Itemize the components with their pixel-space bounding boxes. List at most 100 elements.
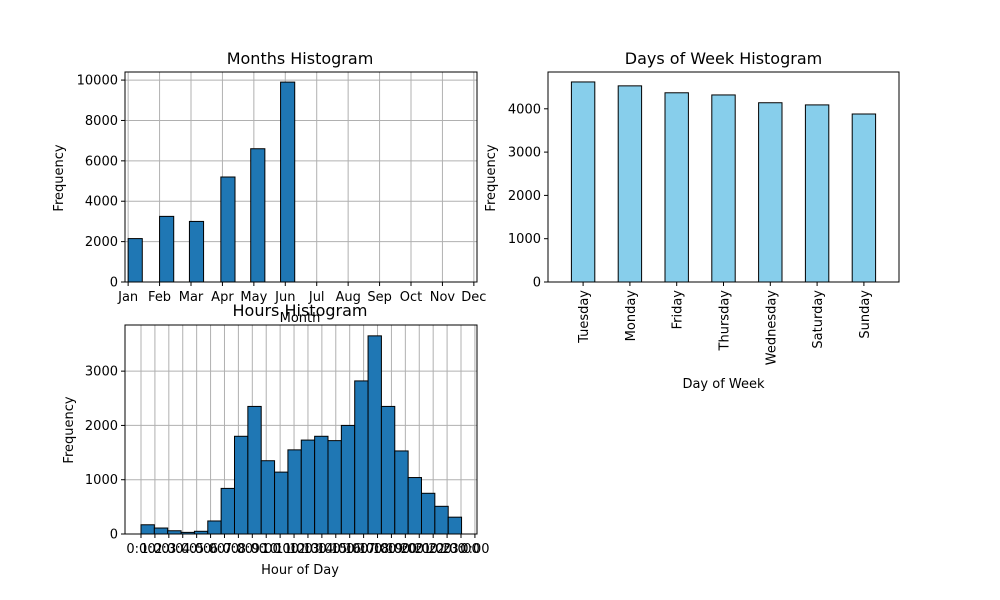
days-of-week-histogram: 0 1000 2000 3000 4000 Tuesday Monday Friday Thur… bbox=[484, 49, 900, 392]
hours-xtick-label: 19:00 bbox=[387, 542, 424, 557]
months-ytick-label: 8000 bbox=[85, 114, 118, 129]
hours-bar bbox=[300, 439, 316, 535]
hours-bar bbox=[207, 520, 222, 535]
hours-xtick-label: 3:00 bbox=[168, 542, 197, 557]
hours-bar bbox=[220, 487, 235, 535]
hours-xtick-label: 11:00 bbox=[275, 542, 312, 557]
hours-bar bbox=[140, 524, 155, 535]
months-xtick-label: Dec bbox=[461, 290, 486, 305]
hours-bar bbox=[447, 516, 463, 535]
months-bar bbox=[188, 220, 205, 283]
months-xtick-label: Jan bbox=[117, 290, 138, 305]
months-xtick-label: Nov bbox=[430, 290, 456, 305]
days-ytick-label: 3000 bbox=[508, 146, 541, 161]
hours-bar bbox=[314, 435, 329, 535]
days-bar bbox=[664, 92, 689, 283]
months-axes-frame bbox=[124, 71, 478, 283]
months-histogram: 0 2000 4000 6000 8000 10000 Jan Feb Mar Apr May Jun… bbox=[52, 49, 486, 326]
days-bar bbox=[617, 85, 643, 283]
days-xtick-label: Saturday bbox=[811, 290, 826, 349]
days-xtick-label: Sunday bbox=[858, 290, 873, 339]
days-bar bbox=[758, 102, 783, 283]
months-bar bbox=[159, 215, 175, 283]
hours-ytick-label: 3000 bbox=[85, 365, 118, 380]
days-title: Days of Week Histogram bbox=[625, 49, 822, 68]
months-xtick-label: May bbox=[240, 290, 267, 305]
months-xtick-label: Feb bbox=[148, 290, 171, 305]
months-bar bbox=[280, 81, 296, 283]
hours-xtick-label: 6:00 bbox=[210, 542, 239, 557]
months-ytick-label: 6000 bbox=[85, 154, 118, 169]
days-xtick-label: Tuesday bbox=[577, 290, 592, 344]
hours-xtick-label: 20:00 bbox=[401, 542, 438, 557]
hours-bar bbox=[354, 380, 369, 535]
days-ytick-label: 4000 bbox=[508, 102, 541, 117]
months-ytick-label: 0 bbox=[110, 276, 118, 291]
hours-xtick-label: 0:00 bbox=[460, 542, 489, 557]
months-xtick-label: Aug bbox=[335, 290, 360, 305]
months-ytick-label: 10000 bbox=[77, 74, 118, 89]
months-bar bbox=[220, 176, 236, 283]
hours-bar bbox=[327, 440, 342, 535]
hours-xtick-label: 22:00 bbox=[428, 542, 465, 557]
hours-xtick-label: 1:00 bbox=[140, 542, 169, 557]
days-bar bbox=[851, 113, 877, 283]
months-title: Months Histogram bbox=[227, 49, 374, 68]
hours-bar bbox=[340, 424, 356, 535]
hours-xtick-label: 2:00 bbox=[154, 542, 183, 557]
hours-xtick-label: 10:00 bbox=[261, 542, 298, 557]
days-xlabel: Day of Week bbox=[682, 377, 765, 392]
months-ytick-label: 2000 bbox=[85, 235, 118, 250]
days-bar bbox=[804, 104, 830, 283]
hours-xtick-label: 12:00 bbox=[289, 542, 326, 557]
months-xtick-label: Sep bbox=[367, 290, 392, 305]
months-xtick-label: Jun bbox=[274, 290, 295, 305]
hours-xtick-label: 7:00 bbox=[224, 542, 253, 557]
days-xtick-label: Thursday bbox=[718, 290, 733, 352]
hours-bar bbox=[260, 460, 276, 535]
hours-bar bbox=[247, 405, 262, 535]
hours-xtick-label: 14:00 bbox=[317, 542, 354, 557]
months-xlabel: Month bbox=[280, 311, 321, 326]
months-ylabel: Frequency bbox=[52, 144, 67, 211]
hours-histogram: 01000200030000:001:002:003:004:005:006:0… bbox=[62, 301, 490, 578]
days-xtick-label: Monday bbox=[624, 290, 639, 342]
hours-bar bbox=[434, 505, 449, 535]
hours-xtick-label: 13:00 bbox=[303, 542, 340, 557]
hours-bar bbox=[153, 527, 169, 535]
hours-xtick-label: 23:00 bbox=[442, 542, 479, 557]
months-xtick-label: Apr bbox=[211, 290, 234, 305]
months-bar bbox=[250, 148, 266, 283]
hours-ytick-label: 0 bbox=[110, 528, 118, 543]
hours-bar bbox=[367, 335, 382, 535]
days-xtick-label: Wednesday bbox=[764, 290, 779, 366]
hours-axes-frame bbox=[124, 324, 478, 535]
hours-ytick-label: 2000 bbox=[85, 419, 118, 434]
days-bar bbox=[570, 81, 596, 283]
days-bar bbox=[711, 94, 736, 283]
hours-ytick-label: 1000 bbox=[85, 473, 118, 488]
hours-xtick-label: 18:00 bbox=[373, 542, 410, 557]
hours-xtick-label: 4:00 bbox=[182, 542, 211, 557]
hours-bar bbox=[233, 435, 249, 535]
hours-bar bbox=[407, 477, 422, 535]
hours-bar bbox=[274, 471, 289, 535]
hours-xtick-label: 15:00 bbox=[331, 542, 368, 557]
hours-xtick-label: 9:00 bbox=[252, 542, 281, 557]
hours-bar bbox=[287, 449, 302, 535]
hours-bar bbox=[380, 405, 396, 535]
days-ytick-label: 1000 bbox=[508, 232, 541, 247]
days-ytick-label: 2000 bbox=[508, 189, 541, 204]
hours-xtick-label: 0:00 bbox=[126, 542, 155, 557]
hours-xtick-label: 16:00 bbox=[345, 542, 382, 557]
hours-title: Hours Histogram bbox=[233, 301, 368, 320]
hours-xlabel: Hour of Day bbox=[261, 563, 339, 578]
months-xtick-label: Oct bbox=[400, 290, 422, 305]
months-ytick-label: 4000 bbox=[85, 195, 118, 210]
hours-xtick-label: 17:00 bbox=[359, 542, 396, 557]
days-xtick-label: Friday bbox=[671, 290, 686, 330]
hours-xtick-label: 8:00 bbox=[238, 542, 267, 557]
hours-xtick-label: 5:00 bbox=[196, 542, 225, 557]
months-xtick-label: Jul bbox=[308, 290, 325, 305]
